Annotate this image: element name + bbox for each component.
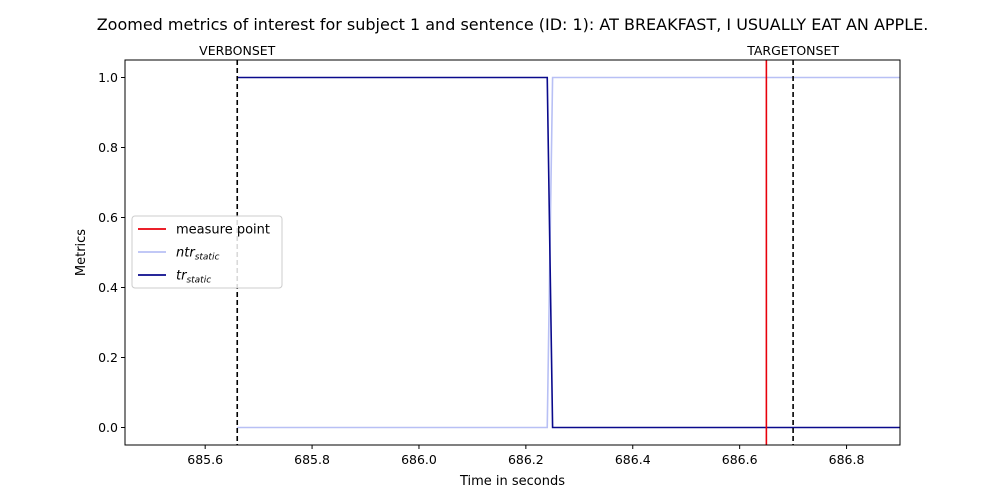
y-tick-label: 0.8 <box>98 140 118 155</box>
series-line-ntr <box>237 76 900 429</box>
x-axis-label: Time in seconds <box>459 474 565 489</box>
x-tick-label: 686.6 <box>722 452 758 467</box>
x-tick-label: 686.2 <box>508 452 544 467</box>
legend: measure point ntrstatic trstatic <box>131 215 283 289</box>
plot-area <box>236 60 900 445</box>
x-tick-label: 686.4 <box>615 452 651 467</box>
x-tick-label: 686.8 <box>829 452 865 467</box>
series-group <box>236 60 900 445</box>
event-labels: VERBONSET TARGETONSET <box>199 43 839 58</box>
series-line-tr <box>237 76 900 429</box>
x-tick-label: 686.0 <box>401 452 437 467</box>
legend-entry: ntrstatic <box>176 246 219 263</box>
y-tick-label: 0.4 <box>98 280 118 295</box>
event-label: TARGETONSET <box>746 43 839 58</box>
y-tick-label: 0.6 <box>98 210 118 225</box>
axes-frame <box>124 59 901 446</box>
x-tick-label: 685.8 <box>294 452 330 467</box>
legend-entry: measure point <box>176 223 270 238</box>
y-tick-label: 0.0 <box>98 420 118 435</box>
y-axis-label: Metrics <box>74 229 89 276</box>
event-label: VERBONSET <box>199 43 276 58</box>
axis-ticks: 685.6 685.8 686.0 686.2 686.4 686.6 686.8 0.0 0.… <box>98 70 864 467</box>
x-tick-label: 685.6 <box>187 452 223 467</box>
legend-box <box>131 215 283 289</box>
legend-entry: trstatic <box>176 269 211 286</box>
chart-title: Zoomed metrics of interest for subject 1… <box>96 15 929 34</box>
y-tick-label: 1.0 <box>98 70 118 85</box>
y-tick-label: 0.2 <box>98 350 118 365</box>
